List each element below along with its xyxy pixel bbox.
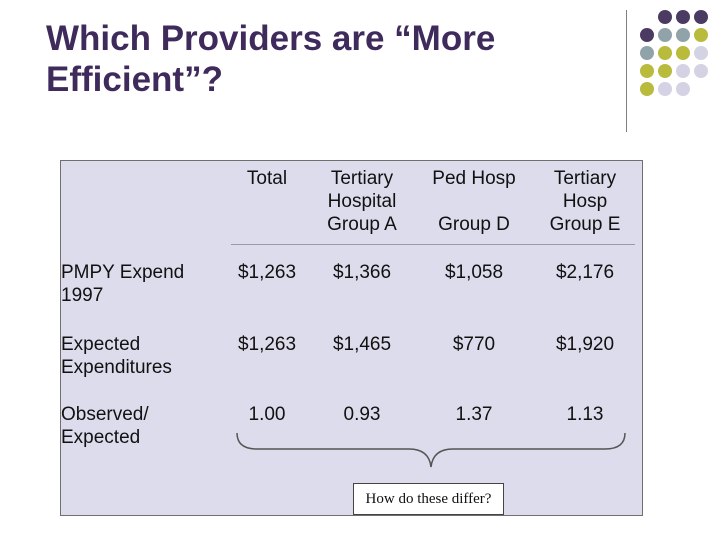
note-box: How do these differ?: [353, 483, 504, 515]
decorative-dot: [676, 64, 690, 78]
decorative-dot: [676, 28, 690, 42]
decorative-dot: [676, 10, 690, 24]
table-cell: 0.93: [343, 404, 381, 425]
slide-title: Which Providers are “More Efficient”?: [46, 19, 496, 99]
table-cell: $1,263: [237, 334, 297, 355]
row-label-expected-expenditures: Expected Expenditures: [61, 334, 172, 378]
decorative-dot: [658, 28, 672, 42]
decorative-dot: [640, 82, 654, 96]
row-label-observed-expected: Observed/ Expected: [61, 404, 149, 448]
table-cell: $770: [452, 334, 496, 355]
title-divider: [626, 10, 627, 132]
table-cell: $1,263: [237, 262, 297, 283]
table-cell: $1,465: [332, 334, 392, 355]
decorative-dot: [658, 46, 672, 60]
decorative-dot: [658, 10, 672, 24]
table-cell: 1.37: [455, 404, 493, 425]
decorative-dot: [694, 64, 708, 78]
table-cell: 1.13: [566, 404, 604, 425]
decorative-dot: [694, 10, 708, 24]
decorative-dot: [640, 64, 654, 78]
decorative-dot: [676, 46, 690, 60]
comparison-table: Total Tertiary Hospital Group A Ped Hosp…: [60, 160, 643, 516]
table-cell: $1,366: [332, 262, 392, 283]
table-cell: $1,058: [444, 262, 504, 283]
decorative-dot: [640, 46, 654, 60]
curly-brace: [236, 432, 626, 468]
decorative-dot-grid: [0, 0, 720, 140]
column-header-total: Total: [246, 168, 288, 189]
table-cell: $2,176: [555, 262, 615, 283]
column-header-group-e: Tertiary Hosp Group E: [549, 168, 621, 235]
table-cell: $1,920: [555, 334, 615, 355]
decorative-dot: [694, 28, 708, 42]
column-header-group-d: Ped Hosp Group D: [432, 168, 516, 235]
decorative-dot: [640, 28, 654, 42]
table-cell: 1.00: [248, 404, 286, 425]
column-header-group-a: Tertiary Hospital Group A: [327, 168, 397, 235]
decorative-dot: [658, 82, 672, 96]
row-label-pmpy-expend: PMPY Expend 1997: [61, 262, 185, 306]
decorative-dot: [658, 64, 672, 78]
header-underline: [231, 244, 635, 245]
decorative-dot: [694, 46, 708, 60]
decorative-dot: [676, 82, 690, 96]
